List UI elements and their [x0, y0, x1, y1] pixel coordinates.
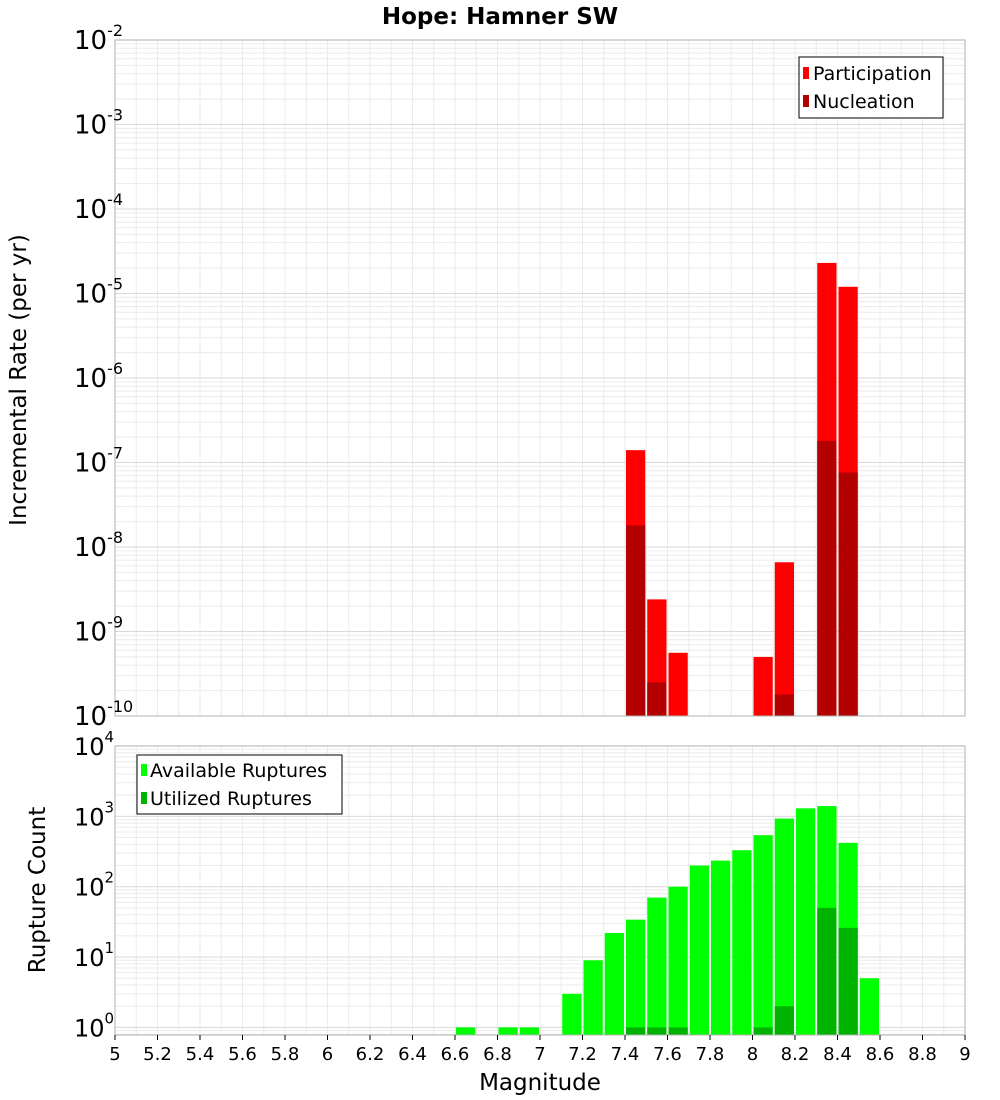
- nucleation-bar: [817, 440, 837, 716]
- rate-legend-box: [798, 56, 944, 119]
- magnitude-tick-label: 7.4: [611, 1044, 640, 1065]
- magnitude-tick-label: 6.4: [398, 1044, 427, 1065]
- utilized-legend-swatch: [141, 792, 147, 804]
- utilized-ruptures-bar: [753, 1027, 773, 1035]
- count-y-ticks: 100 101 102 103 104: [74, 728, 114, 1042]
- magnitude-tick-label: 5.8: [271, 1044, 300, 1065]
- utilized-ruptures-bar: [838, 927, 858, 1035]
- count-y-tick-label: 102: [74, 869, 114, 902]
- magnitude-tick-label: 6: [322, 1044, 333, 1065]
- available-ruptures-bar: [583, 960, 603, 1035]
- count-y-tick-label: 104: [74, 728, 114, 761]
- count-bars: [456, 806, 879, 1035]
- available-ruptures-bar: [498, 1027, 518, 1035]
- magnitude-tick-label: 8.4: [823, 1044, 852, 1065]
- magnitude-tick-label: 8.8: [908, 1044, 937, 1065]
- rate-plot-frame: [114, 39, 966, 717]
- rate-y-tick-label: 10-6: [74, 359, 123, 394]
- rate-y-tick-label: 10-8: [74, 528, 123, 563]
- utilized-ruptures-bar: [817, 907, 837, 1035]
- available-ruptures-bar: [711, 860, 731, 1035]
- rate-y-tick-label: 10-2: [74, 21, 123, 56]
- chart-title: Hope: Hamner SW: [382, 4, 618, 30]
- participation-bar: [668, 652, 688, 716]
- magnitude-tick-label: 5: [109, 1044, 120, 1065]
- available-ruptures-bar: [647, 897, 667, 1035]
- rate-y-tick-label: 10-3: [74, 106, 123, 141]
- rate-grid: [114, 40, 966, 717]
- rate-legend: Participation Nucleation: [798, 56, 944, 119]
- magnitude-tick-label: 7.2: [568, 1044, 597, 1065]
- rate-y-tick-label: 10-4: [74, 190, 123, 225]
- available-ruptures-bar: [732, 850, 752, 1035]
- count-y-tick-label: 103: [74, 798, 114, 831]
- utilized-legend-label: Utilized Ruptures: [150, 788, 312, 810]
- magnitude-tick-label: 7.6: [653, 1044, 682, 1065]
- participation-bar: [753, 656, 773, 716]
- count-y-tick-label: 101: [74, 939, 114, 972]
- magnitude-tick-label: 6.6: [441, 1044, 470, 1065]
- magnitude-tick-label: 6.2: [356, 1044, 385, 1065]
- magnitude-x-axis-label: Magnitude: [479, 1070, 601, 1096]
- available-legend-label: Available Ruptures: [150, 760, 327, 782]
- count-panel: 100 101 102 103 104 5 5.2 5.4 5.6 5.8 6 6.2 6.4 6.6 6…: [25, 728, 971, 1096]
- utilized-ruptures-bar: [668, 1027, 688, 1035]
- rate-bars: [626, 262, 858, 716]
- participation-legend-swatch: [803, 67, 809, 79]
- count-legend-box: [136, 754, 343, 815]
- count-y-axis-label: Rupture Count: [25, 807, 51, 973]
- available-ruptures-bar: [604, 932, 624, 1035]
- nucleation-bar: [626, 525, 646, 716]
- participation-legend-label: Participation: [813, 63, 932, 85]
- rate-y-tick-label: 10-9: [74, 613, 123, 648]
- available-ruptures-bar: [668, 886, 688, 1035]
- magnitude-x-ticks: 5 5.2 5.4 5.6 5.8 6 6.2 6.4 6.6 6.8 7 7.2 7.4 7.6 7.8 8…: [109, 1035, 971, 1065]
- available-ruptures-bar: [562, 993, 582, 1035]
- available-ruptures-bar: [859, 978, 879, 1035]
- rate-y-tick-label: 10-5: [74, 275, 123, 310]
- utilized-ruptures-bar: [626, 1027, 646, 1035]
- nucleation-bar: [838, 472, 858, 716]
- rate-y-axis-label: Incremental Rate (per yr): [6, 234, 32, 526]
- magnitude-tick-label: 5.4: [186, 1044, 215, 1065]
- utilized-ruptures-bar: [774, 1006, 794, 1035]
- available-ruptures-bar: [753, 835, 773, 1035]
- nucleation-bar: [774, 694, 794, 716]
- available-ruptures-bar: [689, 865, 709, 1035]
- count-grid: [114, 746, 966, 1035]
- magnitude-tick-label: 7.8: [696, 1044, 725, 1065]
- count-y-tick-label: 100: [74, 1009, 114, 1042]
- magnitude-tick-label: 5.2: [143, 1044, 172, 1065]
- available-ruptures-bar: [519, 1027, 539, 1035]
- rate-y-tick-label: 10-10: [74, 697, 133, 732]
- magnitude-tick-label: 8.2: [781, 1044, 810, 1065]
- utilized-ruptures-bar: [647, 1027, 667, 1035]
- magnitude-tick-label: 8: [747, 1044, 758, 1065]
- available-legend-swatch: [141, 764, 147, 776]
- magnitude-tick-label: 8.6: [866, 1044, 895, 1065]
- count-legend: Available Ruptures Utilized Ruptures: [136, 754, 343, 815]
- available-ruptures-bar: [796, 808, 816, 1035]
- rate-y-tick-label: 10-7: [74, 444, 123, 479]
- available-ruptures-bar: [456, 1027, 476, 1035]
- rate-y-ticks: 10-10 10-9 10-8 10-7 10-6 10-5 10-4 10-3 10-2: [74, 21, 133, 732]
- magnitude-tick-label: 5.6: [228, 1044, 257, 1065]
- participation-bar: [774, 562, 794, 716]
- nucleation-bar: [647, 682, 667, 716]
- available-ruptures-bar: [626, 919, 646, 1035]
- magnitude-tick-label: 6.8: [483, 1044, 512, 1065]
- magnitude-tick-label: 7: [534, 1044, 545, 1065]
- nucleation-legend-label: Nucleation: [813, 91, 915, 113]
- available-ruptures-bar: [774, 818, 794, 1035]
- rate-panel: 10-10 10-9 10-8 10-7 10-6 10-5 10-4 10-3 10-2 In…: [6, 21, 966, 732]
- magnitude-tick-label: 9: [959, 1044, 970, 1065]
- nucleation-legend-swatch: [803, 95, 809, 107]
